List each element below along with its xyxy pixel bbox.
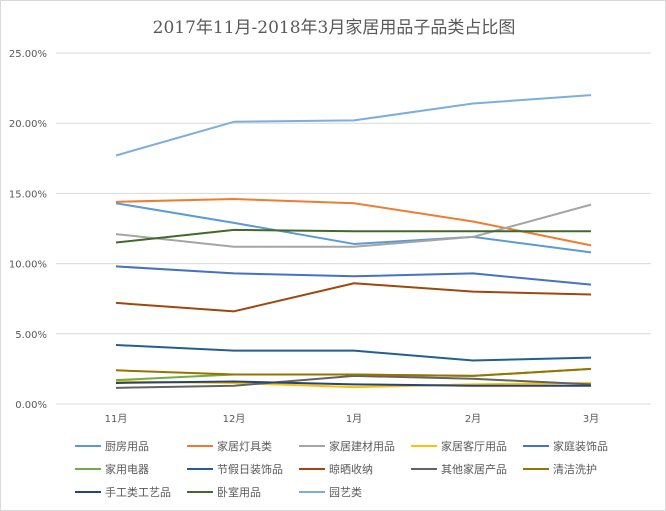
y-tick-label: 15.00% <box>9 189 47 200</box>
legend-label: 晾晒收纳 <box>329 463 373 476</box>
legend-item: 手工类工艺品 <box>75 484 187 500</box>
y-tick-label: 20.00% <box>9 119 47 130</box>
legend: 厨房用品 家居灯具类 家居建材用品 家居客厅用品 家庭装饰品家用电器 节假日装饰品 晾晒收纳… <box>75 438 635 500</box>
series-line-0 <box>115 202 592 254</box>
legend-item: 家庭装饰品 <box>523 438 635 454</box>
y-tick-label: 0.00% <box>15 400 47 411</box>
series-line-10 <box>115 380 591 387</box>
legend-label: 卧室用品 <box>217 486 261 499</box>
legend-item: 清洁洗护 <box>523 461 635 477</box>
series-line-12 <box>115 94 592 157</box>
legend-swatch <box>299 468 325 470</box>
legend-swatch <box>523 468 549 470</box>
series-line-4 <box>115 265 592 286</box>
legend-item: 家居建材用品 <box>299 438 411 454</box>
x-tick-label: 1月 <box>346 413 362 425</box>
legend-label: 家用电器 <box>105 463 149 476</box>
legend-swatch <box>523 445 549 447</box>
legend-label: 家庭装饰品 <box>553 440 608 453</box>
legend-label: 节假日装饰品 <box>217 463 283 476</box>
legend-label: 家居客厅用品 <box>441 440 507 453</box>
series-line-11 <box>115 228 591 244</box>
y-tick-label: 25.00% <box>9 49 47 60</box>
legend-label: 手工类工艺品 <box>105 486 171 499</box>
legend-item: 其他家居产品 <box>411 461 523 477</box>
legend-label: 厨房用品 <box>105 440 149 453</box>
legend-swatch <box>299 491 325 493</box>
legend-swatch <box>75 445 101 447</box>
legend-item: 卧室用品 <box>187 484 299 500</box>
series-line-8 <box>115 374 592 389</box>
x-tick-label: 3月 <box>583 413 599 425</box>
legend-swatch <box>411 445 437 447</box>
legend-item: 晾晒收纳 <box>299 461 411 477</box>
legend-label: 家居灯具类 <box>217 440 272 453</box>
legend-swatch <box>75 491 101 493</box>
legend-label: 其他家居产品 <box>441 463 507 476</box>
legend-item: 家居灯具类 <box>187 438 299 454</box>
x-tick-label: 11月 <box>105 413 128 425</box>
legend-item: 家用电器 <box>75 461 187 477</box>
y-tick-label: 5.00% <box>15 330 47 341</box>
chart-title: 2017年11月-2018年3月家居用品子品类占比图 <box>152 18 516 38</box>
legend-item: 家居客厅用品 <box>411 438 523 454</box>
y-tick-label: 10.00% <box>9 260 47 271</box>
x-tick-label: 2月 <box>465 413 481 425</box>
legend-swatch <box>187 445 213 447</box>
legend-swatch <box>187 491 213 493</box>
legend-swatch <box>299 445 325 447</box>
legend-label: 家居建材用品 <box>329 440 395 453</box>
legend-item: 节假日装饰品 <box>187 461 299 477</box>
legend-swatch <box>75 468 101 470</box>
series-line-9 <box>115 367 592 377</box>
legend-swatch <box>187 468 213 470</box>
series-line-6 <box>115 344 592 362</box>
legend-label: 清洁洗护 <box>553 463 597 476</box>
series-line-2 <box>115 203 592 248</box>
legend-label: 园艺类 <box>329 486 362 499</box>
legend-swatch <box>411 468 437 470</box>
legend-item: 厨房用品 <box>75 438 187 454</box>
series-line-1 <box>115 198 592 247</box>
x-tick-label: 12月 <box>223 413 246 425</box>
legend-item: 园艺类 <box>299 484 411 500</box>
series-line-7 <box>115 282 592 313</box>
